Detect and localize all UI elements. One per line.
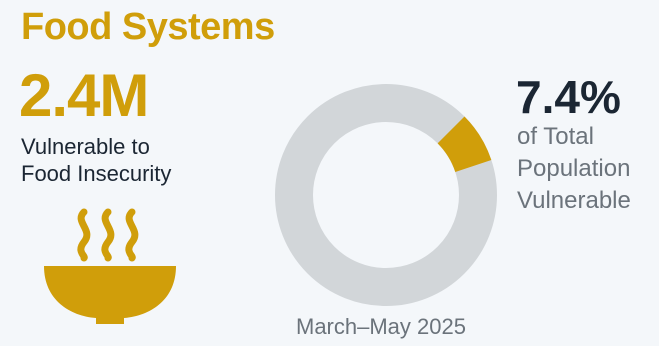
population-share-percent: 7.4% <box>516 71 621 123</box>
population-share-label-line-3: Vulnerable <box>517 187 631 214</box>
population-share-label: of Total Population Vulnerable <box>517 121 631 217</box>
donut-remainder <box>275 84 497 306</box>
time-period: March–May 2025 <box>296 314 466 339</box>
donut-share-slice <box>437 116 492 173</box>
population-share-label-line-2: Population <box>517 155 631 182</box>
section-title: Food Systems <box>21 6 275 48</box>
vulnerable-count-label: Vulnerable to Food Insecurity <box>21 133 211 187</box>
population-share-label-line-1: of Total <box>517 123 594 150</box>
vulnerable-count-label-line-1: Vulnerable to <box>21 134 150 159</box>
vulnerable-count-label-line-2: Food Insecurity <box>21 161 172 186</box>
steaming-bowl-icon <box>44 208 176 324</box>
population-share-donut <box>275 84 497 306</box>
vulnerable-count: 2.4M <box>19 62 149 129</box>
